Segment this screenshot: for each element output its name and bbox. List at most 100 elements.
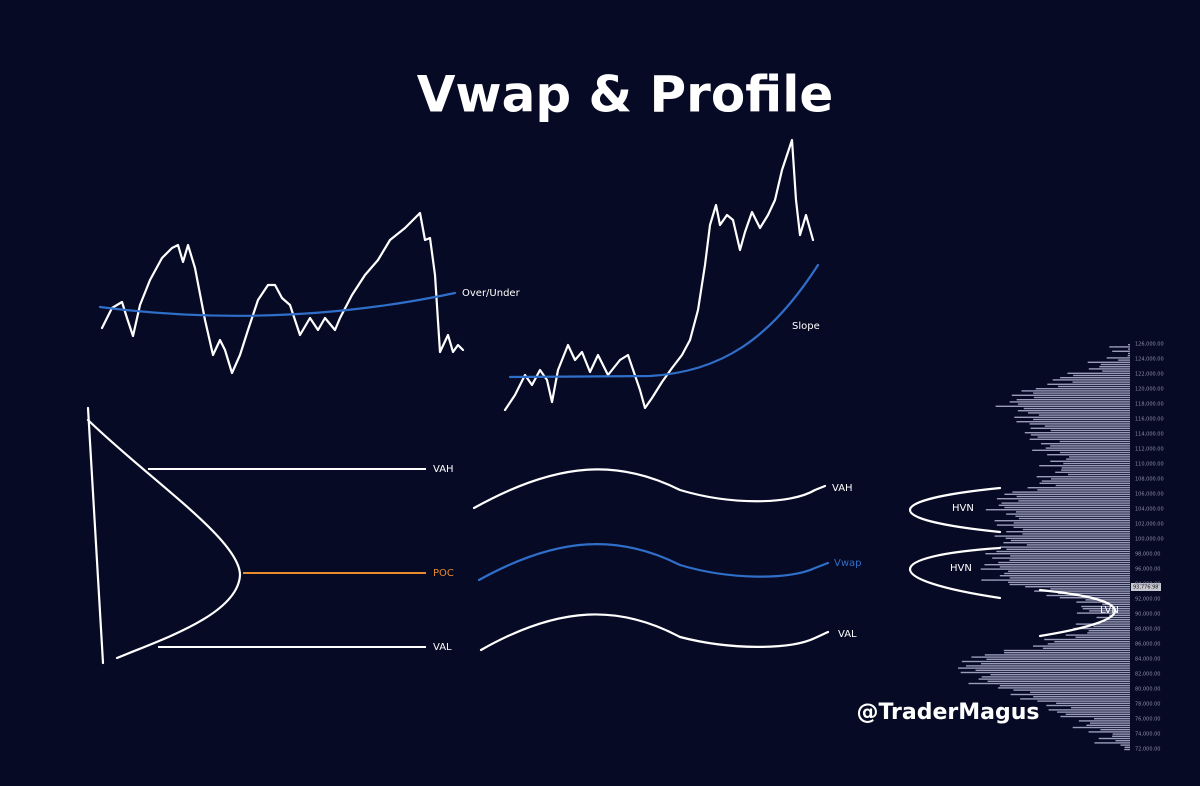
profile-bar [1015,515,1130,517]
profile-bar [1054,641,1130,643]
profile-bar [1044,425,1130,427]
axis-label: 100,000.00 [1135,537,1164,543]
profile-bar [1010,539,1130,542]
profile-bar [981,676,1130,678]
profile-bar [1020,698,1130,700]
node-label: HVN [950,563,972,574]
profile-bar [1046,594,1130,597]
profile-bar [999,546,1130,548]
profile-bar [1025,586,1130,588]
profile-bar [1029,423,1130,425]
profile-bar [1009,583,1130,586]
axis-label: 82,000.00 [1135,672,1160,678]
profile-bar [1004,506,1130,509]
profile-bar [1070,707,1130,709]
axis-label: 72,000.00 [1135,747,1160,753]
profile-bar [1127,355,1130,357]
profile-bar [1037,700,1130,702]
profile-bar [1073,627,1130,630]
profile-bar [1115,740,1130,742]
profile-bar [1027,487,1130,489]
profile-bar [1030,427,1130,429]
profile-bar [1041,480,1130,482]
vwap-band [477,543,830,582]
label: VAL [838,629,857,640]
profile-bar [1037,436,1130,438]
axis-label: 106,000.00 [1135,492,1164,498]
profile-bar [999,575,1130,577]
axis-label: 108,000.00 [1135,477,1164,483]
profile-bar [1006,513,1130,515]
label: VAH [433,464,454,475]
axis-label: 94,000.00 [1135,582,1160,588]
profile-bar [1041,443,1130,445]
profile-bar [990,674,1130,676]
profile-bar [961,660,1130,663]
axis-label: 76,000.00 [1135,717,1160,723]
profile-bar [1018,500,1130,502]
profile-bar [1073,374,1130,377]
price-line [503,138,815,412]
axis-label: 112,000.00 [1135,447,1164,453]
profile-bar [1112,735,1130,737]
profile-bar [1012,491,1130,493]
profile-bar [1102,370,1130,372]
profile-bar [995,405,1130,407]
profile-bar [1033,645,1130,647]
profile-bar [1094,718,1130,720]
axis-label: 84,000.00 [1135,657,1160,663]
profile-bar [1109,346,1130,348]
profile-bar [1024,432,1130,434]
profile-bar [1086,724,1130,726]
profile-bar [1022,528,1130,531]
profile-bar [1057,592,1130,594]
profile-bar [1056,702,1130,704]
profile-bar [1102,603,1130,605]
profile-bar [1066,458,1130,460]
profile-bar [1100,363,1130,366]
profile-bar [1067,372,1130,374]
profile-bar [1047,383,1130,385]
profile-bar [996,550,1130,553]
profile-bar [1023,407,1130,410]
title: Vwap & Profile [417,66,834,124]
node-label: HVN [952,503,974,514]
profile-bar [1063,462,1130,465]
price-line [100,211,465,375]
profile-bar [1124,748,1130,751]
node-outline [1038,588,1116,638]
profile-bar [966,665,1130,667]
profile-bar [978,678,1130,680]
profile-bar [1058,385,1130,388]
profile-bar [1076,612,1130,614]
axis-label: 74,000.00 [1135,732,1160,738]
label: Vwap [834,558,862,569]
profile-bar [1038,414,1130,416]
profile-bar [1048,709,1130,711]
profile-bar [1027,412,1130,414]
profile-bar [1051,478,1130,480]
profile-bar [1106,619,1130,621]
profile-bar [1009,401,1130,403]
profile-bar [1093,625,1130,627]
label: Slope [792,321,820,332]
profile-bar [1085,599,1130,601]
axis-label: 118,000.00 [1135,402,1164,408]
profile-bar [1017,403,1130,405]
axis-label: 104,000.00 [1135,507,1164,513]
profile-bar [994,520,1130,522]
profile-bar [1050,588,1130,590]
profile-bar [1089,722,1130,724]
profile-bar [1087,632,1130,634]
profile-bar [996,524,1130,526]
axis-label: 102,000.00 [1135,522,1164,528]
profile-bar [1059,451,1130,454]
axis-label: 114,000.00 [1135,432,1164,438]
profile-bar [1060,377,1130,379]
node-label: LVN [1100,605,1119,616]
profile-bar [1035,388,1130,390]
axis-label: 124,000.00 [1135,357,1164,363]
profile-bar [1045,447,1130,449]
